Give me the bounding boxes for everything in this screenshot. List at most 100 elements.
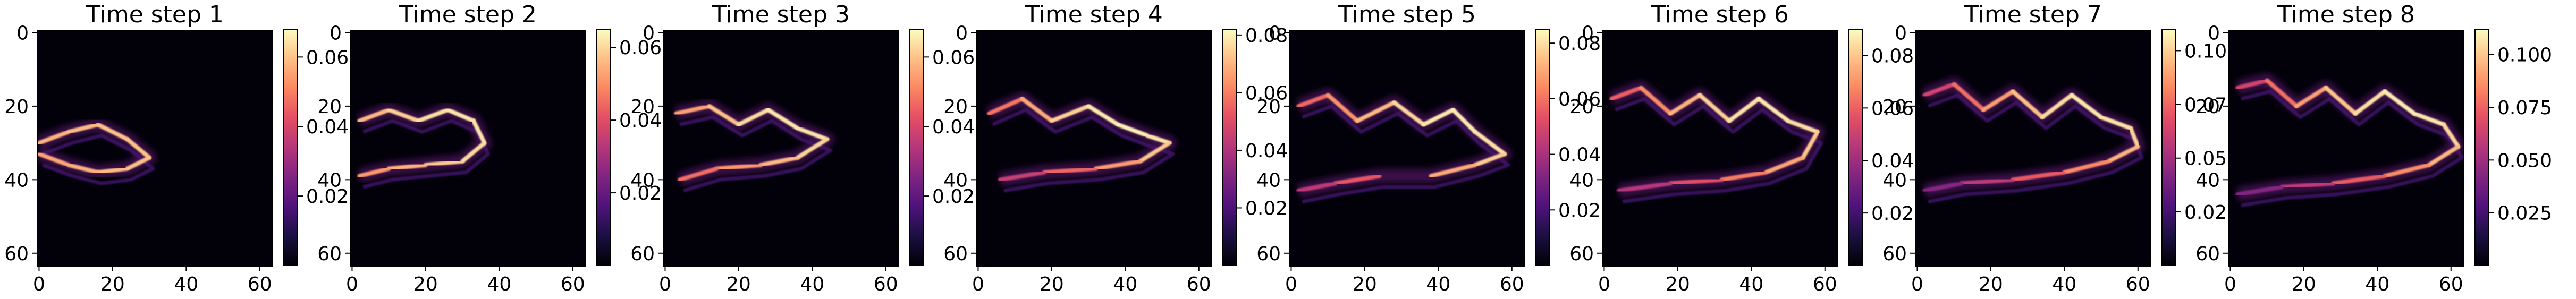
x-tick-label: 60 — [874, 274, 898, 295]
y-tick-label: 20 — [1256, 96, 1281, 118]
y-tick-label: 0 — [1582, 22, 1594, 44]
y-tick-label: 40 — [1256, 169, 1281, 191]
y-tick-label: 20 — [943, 96, 968, 118]
heatmap-ridge-segment — [1296, 93, 1330, 108]
heatmap-ridge-segment — [2383, 163, 2431, 178]
panel-title: Time step 3 — [712, 1, 850, 28]
colorbar-tick-label: 0.04 — [932, 116, 975, 138]
x-tick-label: 0 — [1598, 274, 1610, 295]
colorbar-tick-label: 0.02 — [932, 186, 975, 208]
heatmap-ridge-segment — [1764, 155, 1805, 175]
heatmap-ridge-segment — [2106, 144, 2140, 164]
panel-title: Time step 5 — [1338, 1, 1476, 28]
heatmap-ridge-segment — [2128, 126, 2140, 149]
heatmap-ridge-segment — [2324, 86, 2358, 116]
heatmap-ridge-segment — [1429, 163, 1477, 178]
plot-frame — [2228, 30, 2464, 267]
x-tick-label: 20 — [1666, 274, 1690, 295]
x-tick-label: 60 — [1813, 274, 1837, 295]
heatmap-ridge-segment — [2062, 159, 2111, 175]
heatmap-field — [986, 92, 1177, 193]
heatmap-ridge-segment — [1473, 130, 1507, 156]
y-tick-label: 60 — [317, 243, 342, 265]
x-tick-label: 60 — [2126, 274, 2150, 295]
heatmap-ridge-segment — [1392, 100, 1426, 127]
heatmap-ridge-segment — [2427, 144, 2461, 167]
heatmap-background — [2228, 31, 2464, 266]
plot-frame — [1915, 30, 2151, 267]
y-tick-label: 20 — [1882, 96, 1907, 118]
colorbar-tick-label: 0.04 — [619, 110, 662, 132]
heatmap-ridge-segment — [445, 107, 476, 123]
y-tick-label: 60 — [1256, 243, 1281, 265]
x-tick-label: 0 — [972, 274, 984, 295]
heatmap-ridge-segment — [125, 137, 152, 160]
x-tick-label: 60 — [248, 274, 272, 295]
heatmap-panel-4: Time step 40 20 40 6002040600.020.040.060.0… — [943, 1, 1288, 295]
heatmap-ridge-segment — [66, 163, 100, 175]
plot-frame — [37, 30, 273, 267]
colorbar-tick-label: 0.06 — [932, 47, 975, 69]
x-tick-label: 40 — [1739, 274, 1763, 295]
colorbar-tick-label: 0.06 — [1245, 82, 1288, 104]
heatmap-ridge-segment — [423, 159, 465, 167]
colorbar-frame — [283, 29, 298, 266]
plot-frame — [663, 30, 899, 267]
colorbar-frame — [2474, 29, 2489, 266]
heatmap-ridge-segment — [2040, 93, 2074, 119]
heatmap-ridge-segment — [1473, 151, 1507, 167]
heatmap-ridge-segment — [674, 104, 712, 116]
colorbar-frame — [1535, 29, 1550, 266]
y-tick-label: 60 — [943, 243, 968, 265]
heatmap-ridge-segment — [1333, 174, 1382, 186]
heatmap-ridge-segment — [1719, 170, 1769, 182]
heatmap-panel-5: Time step 50 20 40 6002040600.020.040.060.0… — [1256, 1, 1601, 295]
y-tick-label: 60 — [1569, 243, 1594, 265]
colorbar-frame — [2161, 29, 2176, 266]
heatmap-ridge-segment — [96, 122, 130, 142]
heatmap-secondary-ridge — [1614, 97, 1823, 204]
heatmap-ridge-segment — [1325, 93, 1360, 123]
heatmap-ridge-segment — [1020, 97, 1054, 123]
colorbar-gradient — [284, 29, 298, 266]
heatmap-ridge-segment — [2235, 78, 2269, 90]
heatmap-ridge-segment — [2011, 170, 2067, 182]
y-tick-label: 60 — [4, 243, 29, 265]
heatmap-ridge-segment — [1959, 177, 2015, 186]
heatmap-ridge-segment — [1786, 118, 1820, 134]
heatmap-ridge-segment — [1697, 93, 1732, 123]
panel-title: Time step 8 — [2277, 1, 2415, 28]
colorbar-frame — [909, 29, 924, 266]
x-tick-label: 0 — [659, 274, 671, 295]
colorbar-frame — [596, 29, 611, 266]
colorbar-tick-label: 0.08 — [1245, 25, 1288, 47]
colorbar-tick-label: 0.02 — [619, 183, 662, 204]
heatmap-ridge-segment — [1801, 130, 1820, 160]
heatmap-panel-6: Time step 60 20 40 6002040600.020.040.060.0… — [1569, 1, 1914, 295]
heatmap-ridge-segment — [66, 122, 100, 134]
colorbar-gradient — [910, 29, 924, 266]
colorbar-frame — [1848, 29, 1863, 266]
y-tick-label: 20 — [630, 96, 655, 118]
heatmap-ridge-segment — [471, 118, 487, 146]
panel-title: Time step 7 — [1964, 1, 2102, 28]
heatmap-ridge-segment — [2383, 89, 2417, 116]
y-tick-label: 40 — [1569, 169, 1594, 191]
heatmap-ridge-segment — [795, 137, 830, 160]
heatmap-field — [2235, 73, 2464, 208]
heatmap-ridge-segment — [37, 151, 71, 167]
heatmap-ridge-segment — [1145, 133, 1172, 146]
colorbar-tick-label: 0.06 — [1558, 89, 1601, 110]
colorbar-tick-label: 0.06 — [619, 37, 662, 59]
heatmap-ridge-segment — [1042, 166, 1098, 175]
colorbar-tick-label: 0.04 — [306, 116, 349, 138]
colorbar-tick-label: 0.08 — [1871, 45, 1914, 67]
x-tick-label: 20 — [1353, 274, 1377, 295]
x-tick-label: 0 — [1285, 274, 1297, 295]
heatmap-ridge-segment — [96, 166, 130, 175]
heatmap-secondary-ridge — [1927, 93, 2144, 204]
colorbar-tick-label: 0.08 — [1558, 33, 1601, 55]
